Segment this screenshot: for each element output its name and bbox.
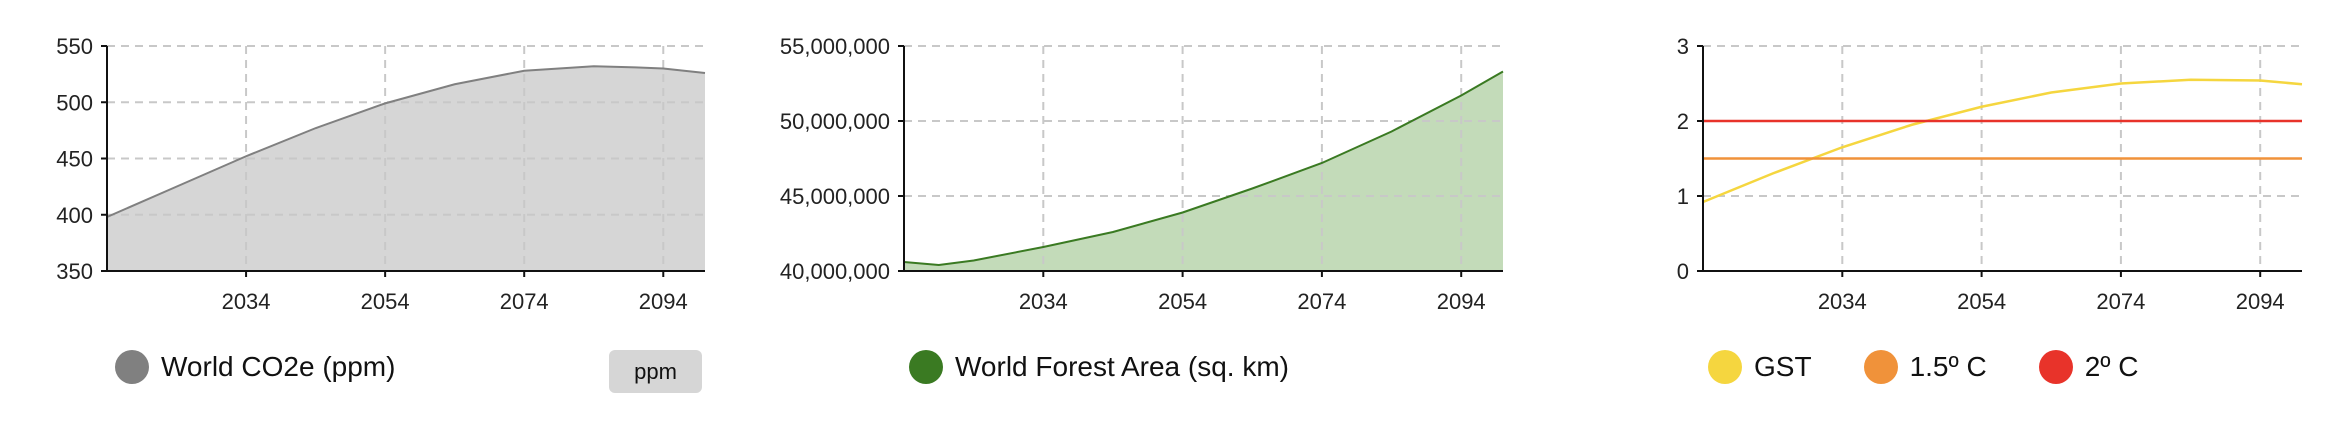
chart-2-x-tick-label-1: 2054 xyxy=(1957,289,2006,314)
chart-0-y-tick-label-4: 350 xyxy=(56,259,93,284)
chart-1-x-tick-label-0: 2034 xyxy=(1019,289,1068,314)
co2-legend-dot-icon xyxy=(115,350,149,384)
legend-item-2c[interactable]: 2º C xyxy=(2038,350,2139,384)
legend-label-1-5c: 1.5º C xyxy=(1909,351,1987,382)
chart-1-y-tick-label-0: 55,000,000 xyxy=(780,34,890,59)
chart-0-area-0 xyxy=(107,66,705,271)
chart-0-x-tick-label-2: 2074 xyxy=(500,289,549,314)
legend-label-gst: GST xyxy=(1754,351,1812,382)
chart-2: 3 2 1 0 2034 2054 2074 2094 xyxy=(1677,34,2303,314)
chart-1-series-line-0 xyxy=(903,70,1504,267)
chart-2-y-tick-label-1: 2 xyxy=(1677,109,1689,134)
chart-2-y-tick-label-0: 3 xyxy=(1677,34,1689,59)
2c-legend-dot-icon xyxy=(2038,350,2073,384)
legend-label-2c: 2º C xyxy=(2084,351,2139,382)
chart-2-x-tick-label-3: 2094 xyxy=(2236,289,2285,314)
legend-item-gst[interactable]: GST xyxy=(1708,350,1812,384)
chart-2-y-tick-label-3: 0 xyxy=(1677,259,1689,284)
chart-0-y-tick-label-0: 550 xyxy=(56,34,93,59)
chart-0-y-tick-label-3: 400 xyxy=(56,203,93,228)
chart-1-x-tick-label-2: 2074 xyxy=(1297,289,1346,314)
temperature-legend: GST 1.5º C 2º C xyxy=(1708,350,2191,384)
chart-0-y-tick-label-1: 500 xyxy=(56,90,93,115)
legend-item-forest[interactable]: World Forest Area (sq. km) xyxy=(909,350,1289,384)
chart-0-x-tick-label-0: 2034 xyxy=(222,289,271,314)
gst-legend-dot-icon xyxy=(1708,350,1742,384)
chart-0-series-line-0 xyxy=(106,65,706,218)
chart-1-area-0 xyxy=(904,71,1503,271)
chart-1-y-tick-label-1: 50,000,000 xyxy=(780,109,890,134)
legend-item-co2[interactable]: World CO2e (ppm) xyxy=(115,350,395,384)
chart-1-y-tick-label-3: 40,000,000 xyxy=(780,259,890,284)
chart-2-y-tick-label-2: 1 xyxy=(1677,184,1689,209)
1-5c-legend-dot-icon xyxy=(1863,350,1898,384)
chart-1: 55,000,000 50,000,000 45,000,000 40,000,000… xyxy=(780,34,1504,314)
chart-0: 550 500 450 400 350 2034 2054 2074 2094 xyxy=(56,34,706,314)
chart-2-x-tick-label-0: 2034 xyxy=(1818,289,1867,314)
forest-legend: World Forest Area (sq. km) xyxy=(909,350,1341,384)
chart-0-y-tick-label-2: 450 xyxy=(56,147,93,172)
chart-2-x-tick-label-2: 2074 xyxy=(2096,289,2145,314)
co2-legend: World CO2e (ppm) xyxy=(115,350,447,384)
forest-legend-dot-icon xyxy=(909,350,943,384)
legend-item-1-5c[interactable]: 1.5º C xyxy=(1863,350,1987,384)
legend-label-forest: World Forest Area (sq. km) xyxy=(955,351,1290,382)
chart-1-x-tick-label-1: 2054 xyxy=(1158,289,1207,314)
chart-0-x-tick-label-3: 2094 xyxy=(639,289,688,314)
ppm-unit-button[interactable]: ppm xyxy=(609,350,702,393)
chart-1-y-tick-label-2: 45,000,000 xyxy=(780,184,890,209)
legend-label-co2: World CO2e (ppm) xyxy=(161,351,396,382)
chart-0-x-tick-label-1: 2054 xyxy=(361,289,410,314)
chart-2-series-line-0 xyxy=(1702,78,2303,204)
chart-1-x-tick-label-3: 2094 xyxy=(1437,289,1486,314)
